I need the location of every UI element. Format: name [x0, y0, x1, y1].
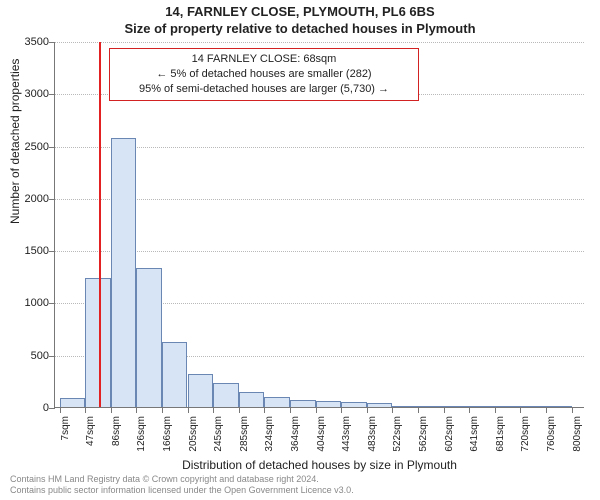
- histogram-bar: [290, 400, 316, 407]
- histogram-bar: [418, 406, 444, 407]
- y-tick: [49, 303, 55, 304]
- x-tick: [572, 407, 573, 413]
- y-tick: [49, 42, 55, 43]
- footer-line-1: Contains HM Land Registry data © Crown c…: [10, 474, 354, 485]
- histogram-bar: [520, 406, 546, 407]
- histogram-bar: [392, 406, 418, 407]
- x-tick: [264, 407, 265, 413]
- x-tick: [469, 407, 470, 413]
- page-root: 14, FARNLEY CLOSE, PLYMOUTH, PL6 6BS Siz…: [0, 0, 600, 500]
- histogram-bar: [111, 138, 137, 407]
- y-tick-label: 2000: [9, 193, 49, 205]
- histogram-bar: [162, 342, 187, 407]
- histogram-bar: [264, 397, 290, 407]
- histogram-bar: [136, 268, 162, 407]
- histogram-bar: [239, 392, 264, 407]
- x-tick: [392, 407, 393, 413]
- x-tick: [290, 407, 291, 413]
- y-tick: [49, 147, 55, 148]
- gridline: [55, 42, 584, 43]
- y-tick-label: 2500: [9, 141, 49, 153]
- histogram-bar: [341, 402, 367, 407]
- annotation-line: ← 5% of detached houses are smaller (282…: [116, 67, 412, 82]
- x-tick: [188, 407, 189, 413]
- x-tick: [495, 407, 496, 413]
- x-tick: [239, 407, 240, 413]
- histogram-bar: [60, 398, 86, 407]
- histogram-bar: [367, 403, 392, 407]
- histogram-bar: [444, 406, 469, 407]
- x-tick: [60, 407, 61, 413]
- y-tick-label: 1500: [9, 245, 49, 257]
- histogram-bar: [495, 406, 520, 407]
- footer-attribution: Contains HM Land Registry data © Crown c…: [10, 474, 354, 497]
- annotation-line: 95% of semi-detached houses are larger (…: [116, 82, 412, 97]
- footer-line-2: Contains public sector information licen…: [10, 485, 354, 496]
- y-tick-label: 500: [9, 350, 49, 362]
- x-tick: [367, 407, 368, 413]
- histogram-bar: [469, 406, 495, 407]
- y-tick: [49, 94, 55, 95]
- x-tick: [316, 407, 317, 413]
- y-tick-label: 0: [9, 402, 49, 414]
- x-axis-title: Distribution of detached houses by size …: [55, 458, 584, 472]
- x-tick: [546, 407, 547, 413]
- y-tick: [49, 199, 55, 200]
- chart-container: 05001000150020002500300035007sqm47sqm86s…: [54, 42, 584, 408]
- plot-area: 05001000150020002500300035007sqm47sqm86s…: [54, 42, 584, 408]
- y-tick-label: 3500: [9, 36, 49, 48]
- x-tick: [520, 407, 521, 413]
- y-tick-label: 3000: [9, 88, 49, 100]
- x-tick: [136, 407, 137, 413]
- page-subtitle: Size of property relative to detached ho…: [0, 21, 600, 36]
- y-tick-label: 1000: [9, 297, 49, 309]
- histogram-bar: [316, 401, 341, 407]
- annotation-line: 14 FARNLEY CLOSE: 68sqm: [116, 52, 412, 67]
- y-tick: [49, 356, 55, 357]
- histogram-bar: [546, 406, 572, 407]
- histogram-bar: [213, 383, 239, 407]
- page-title: 14, FARNLEY CLOSE, PLYMOUTH, PL6 6BS: [0, 4, 600, 19]
- y-tick: [49, 251, 55, 252]
- x-tick: [162, 407, 163, 413]
- x-tick: [418, 407, 419, 413]
- x-tick: [341, 407, 342, 413]
- histogram-bar: [188, 374, 214, 407]
- annotation-box: 14 FARNLEY CLOSE: 68sqm← 5% of detached …: [109, 48, 419, 101]
- x-tick: [111, 407, 112, 413]
- y-tick: [49, 408, 55, 409]
- subject-marker-line: [99, 42, 101, 407]
- x-tick: [85, 407, 86, 413]
- x-tick: [213, 407, 214, 413]
- x-tick: [444, 407, 445, 413]
